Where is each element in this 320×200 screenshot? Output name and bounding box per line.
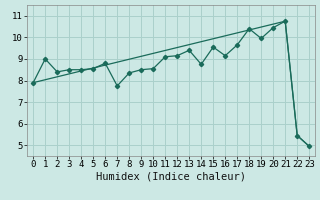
- X-axis label: Humidex (Indice chaleur): Humidex (Indice chaleur): [96, 172, 246, 182]
